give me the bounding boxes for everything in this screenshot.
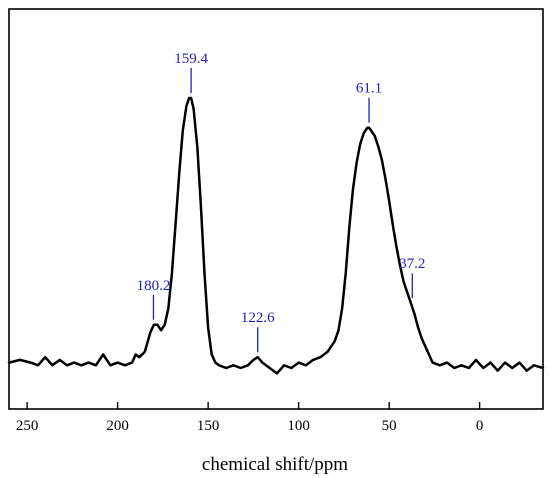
x-tick-label: 150 [197,418,220,434]
x-tick-label: 250 [16,418,39,434]
x-tick-label: 0 [476,418,484,434]
x-tick-label: 200 [106,418,129,434]
spectrum-line [7,96,545,375]
plot-frame [8,8,544,410]
x-axis-ticks: 250 200 150 100 50 0 [16,402,484,434]
peak-label: 122.6 [241,310,275,326]
peak-label: 180.2 [137,278,171,294]
peak-label: 37.2 [399,256,425,272]
peak-annotations: 159.4 180.2 122.6 61.1 37.2 [137,51,425,353]
peak-label: 159.4 [174,51,208,67]
x-tick-label: 100 [287,418,310,434]
peak-label: 61.1 [356,81,382,97]
x-tick-label: 50 [382,418,397,434]
x-axis-title: chemical shift/ppm [202,454,348,475]
